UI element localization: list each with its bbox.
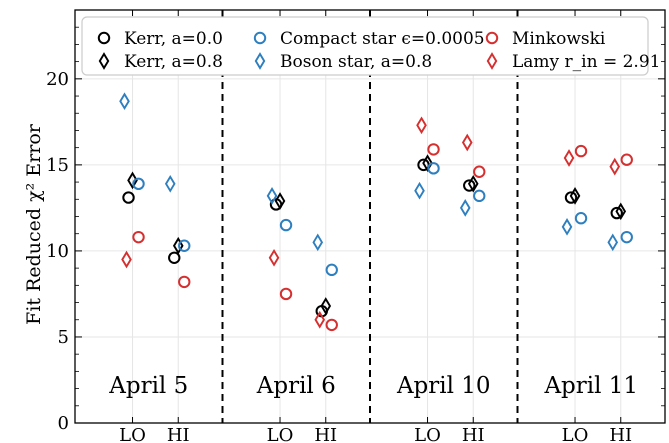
legend-box: [81, 16, 649, 76]
data-point: [467, 174, 479, 193]
data-point: [312, 233, 324, 252]
panel-dividers: [221, 10, 519, 423]
data-point: [132, 177, 145, 191]
panel-labels: April 5 April 6 April 10 April 11: [108, 373, 638, 399]
data-point: [459, 199, 471, 217]
data-point: [172, 236, 184, 255]
x-tick-label: LO: [267, 425, 294, 443]
data-point: [132, 230, 145, 244]
y-axis-label: Fit Reduced χ² Error: [23, 123, 45, 325]
data-point: [609, 157, 621, 176]
data-points: [119, 92, 633, 332]
x-tick-label: LO: [119, 425, 146, 443]
legend: Kerr, a=0.0 Compact star ϵ=0.0005 Minkowsk…: [81, 16, 660, 76]
data-point: [268, 248, 280, 267]
data-point: [127, 171, 138, 190]
legend-label: Kerr, a=0.0: [124, 29, 223, 49]
data-point: [564, 191, 578, 204]
x-tick-label: LO: [414, 425, 441, 443]
panel-label: April 10: [396, 373, 491, 399]
data-point: [320, 297, 332, 315]
legend-label: Kerr, a=0.8: [124, 52, 223, 72]
y-tick-label: 10: [46, 241, 69, 262]
data-point: [610, 206, 623, 220]
data-point: [569, 187, 581, 205]
data-point: [620, 153, 633, 166]
data-point: [279, 287, 293, 301]
y-tick-label: 20: [46, 69, 69, 90]
x-tick-label: HI: [314, 425, 337, 443]
data-point: [266, 187, 278, 205]
data-point: [561, 217, 573, 236]
x-tick-label: HI: [609, 425, 632, 443]
data-point: [325, 318, 338, 332]
legend-label: Minkowski: [512, 29, 606, 49]
legend-marker: [97, 31, 111, 45]
data-point: [274, 192, 286, 210]
data-point: [168, 251, 181, 264]
plot-frame: [74, 9, 666, 424]
data-point: [615, 202, 627, 221]
y-tick-label: 5: [58, 327, 69, 348]
legend-marker: [485, 31, 499, 45]
data-point: [607, 233, 619, 252]
data-point: [473, 165, 486, 178]
data-point: [422, 154, 433, 173]
data-point: [414, 181, 425, 200]
legend-marker: [98, 52, 110, 70]
data-point: [122, 191, 135, 204]
legend-label: Compact star ϵ=0.0005: [280, 29, 485, 49]
data-point: [416, 116, 427, 135]
data-point: [279, 218, 293, 232]
panel-label: April 5: [108, 373, 188, 399]
data-point: [121, 250, 132, 269]
axes: LO HI LO HI LO HI LO HI 0 5 10 15 20 Fit Reduced χ² E…: [23, 9, 666, 443]
x-tick-label: HI: [462, 425, 485, 443]
legend-label: Boson star, a=0.8: [280, 52, 432, 72]
data-point: [620, 230, 633, 244]
x-tick-label: LO: [562, 425, 589, 443]
legend-marker: [253, 31, 267, 45]
legend-marker: [254, 52, 266, 70]
x-tick-label: HI: [167, 425, 190, 443]
data-point: [427, 143, 440, 156]
legend-marker: [486, 52, 498, 70]
legend-label: Lamy r_in = 2.91: [512, 52, 660, 72]
data-point: [178, 239, 191, 252]
data-point: [563, 149, 575, 167]
data-point: [119, 92, 130, 111]
data-point: [574, 212, 588, 225]
data-point: [574, 144, 588, 158]
data-point: [461, 133, 473, 152]
y-tick-label: 15: [46, 155, 69, 176]
data-point: [178, 275, 191, 289]
data-point: [325, 263, 338, 277]
data-point: [463, 179, 476, 192]
data-point: [314, 310, 326, 329]
y-tick-label: 0: [58, 413, 69, 434]
data-point: [427, 162, 440, 175]
panel-label: April 11: [543, 373, 638, 399]
data-point: [473, 189, 486, 203]
panel-label: April 6: [256, 373, 336, 399]
data-point: [164, 174, 176, 193]
